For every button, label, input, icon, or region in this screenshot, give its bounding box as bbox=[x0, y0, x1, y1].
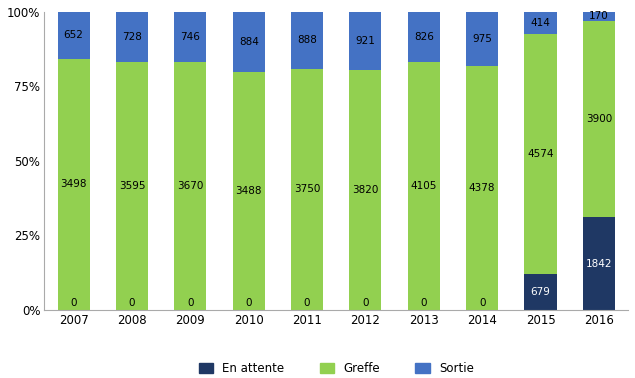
Text: 826: 826 bbox=[414, 32, 434, 42]
Bar bbox=[583, 217, 615, 310]
Bar bbox=[232, 12, 265, 72]
Bar bbox=[466, 12, 498, 66]
Bar bbox=[116, 12, 148, 62]
Bar bbox=[232, 72, 265, 310]
Bar bbox=[408, 12, 440, 62]
Bar bbox=[525, 34, 556, 274]
Text: 0: 0 bbox=[420, 299, 427, 308]
Text: 746: 746 bbox=[180, 32, 200, 42]
Text: 414: 414 bbox=[531, 18, 551, 28]
Text: 3498: 3498 bbox=[60, 180, 87, 189]
Bar bbox=[349, 12, 382, 70]
Bar bbox=[58, 59, 90, 310]
Text: 0: 0 bbox=[70, 299, 77, 308]
Text: 0: 0 bbox=[479, 299, 485, 308]
Text: 921: 921 bbox=[356, 36, 375, 46]
Text: 975: 975 bbox=[472, 34, 492, 44]
Text: 0: 0 bbox=[304, 299, 311, 308]
Bar bbox=[349, 70, 382, 310]
Bar bbox=[583, 20, 615, 217]
Text: 884: 884 bbox=[239, 37, 258, 47]
Text: 3670: 3670 bbox=[177, 181, 204, 191]
Text: 728: 728 bbox=[122, 32, 142, 42]
Text: 888: 888 bbox=[297, 36, 317, 45]
Text: 3820: 3820 bbox=[352, 185, 378, 195]
Bar bbox=[525, 274, 556, 310]
Text: 3900: 3900 bbox=[585, 114, 612, 124]
Bar bbox=[525, 12, 556, 34]
Text: 0: 0 bbox=[187, 299, 194, 308]
Legend: En attente, Greffe, Sortie: En attente, Greffe, Sortie bbox=[194, 358, 479, 378]
Text: 3750: 3750 bbox=[294, 184, 320, 195]
Bar bbox=[408, 62, 440, 310]
Bar bbox=[583, 12, 615, 20]
Text: 3595: 3595 bbox=[119, 181, 145, 191]
Text: 3488: 3488 bbox=[236, 186, 262, 196]
Text: 679: 679 bbox=[531, 287, 551, 297]
Bar bbox=[466, 66, 498, 310]
Text: 4105: 4105 bbox=[411, 181, 437, 191]
Text: 1842: 1842 bbox=[585, 259, 612, 268]
Bar bbox=[116, 62, 148, 310]
Bar bbox=[175, 12, 206, 62]
Bar bbox=[291, 12, 323, 69]
Text: 0: 0 bbox=[129, 299, 135, 308]
Bar bbox=[291, 69, 323, 310]
Text: 4378: 4378 bbox=[469, 183, 495, 193]
Text: 170: 170 bbox=[589, 11, 609, 21]
Text: 4574: 4574 bbox=[527, 149, 554, 159]
Bar bbox=[58, 12, 90, 59]
Text: 0: 0 bbox=[362, 299, 369, 308]
Text: 0: 0 bbox=[246, 299, 252, 308]
Bar bbox=[175, 62, 206, 310]
Text: 652: 652 bbox=[64, 30, 84, 40]
